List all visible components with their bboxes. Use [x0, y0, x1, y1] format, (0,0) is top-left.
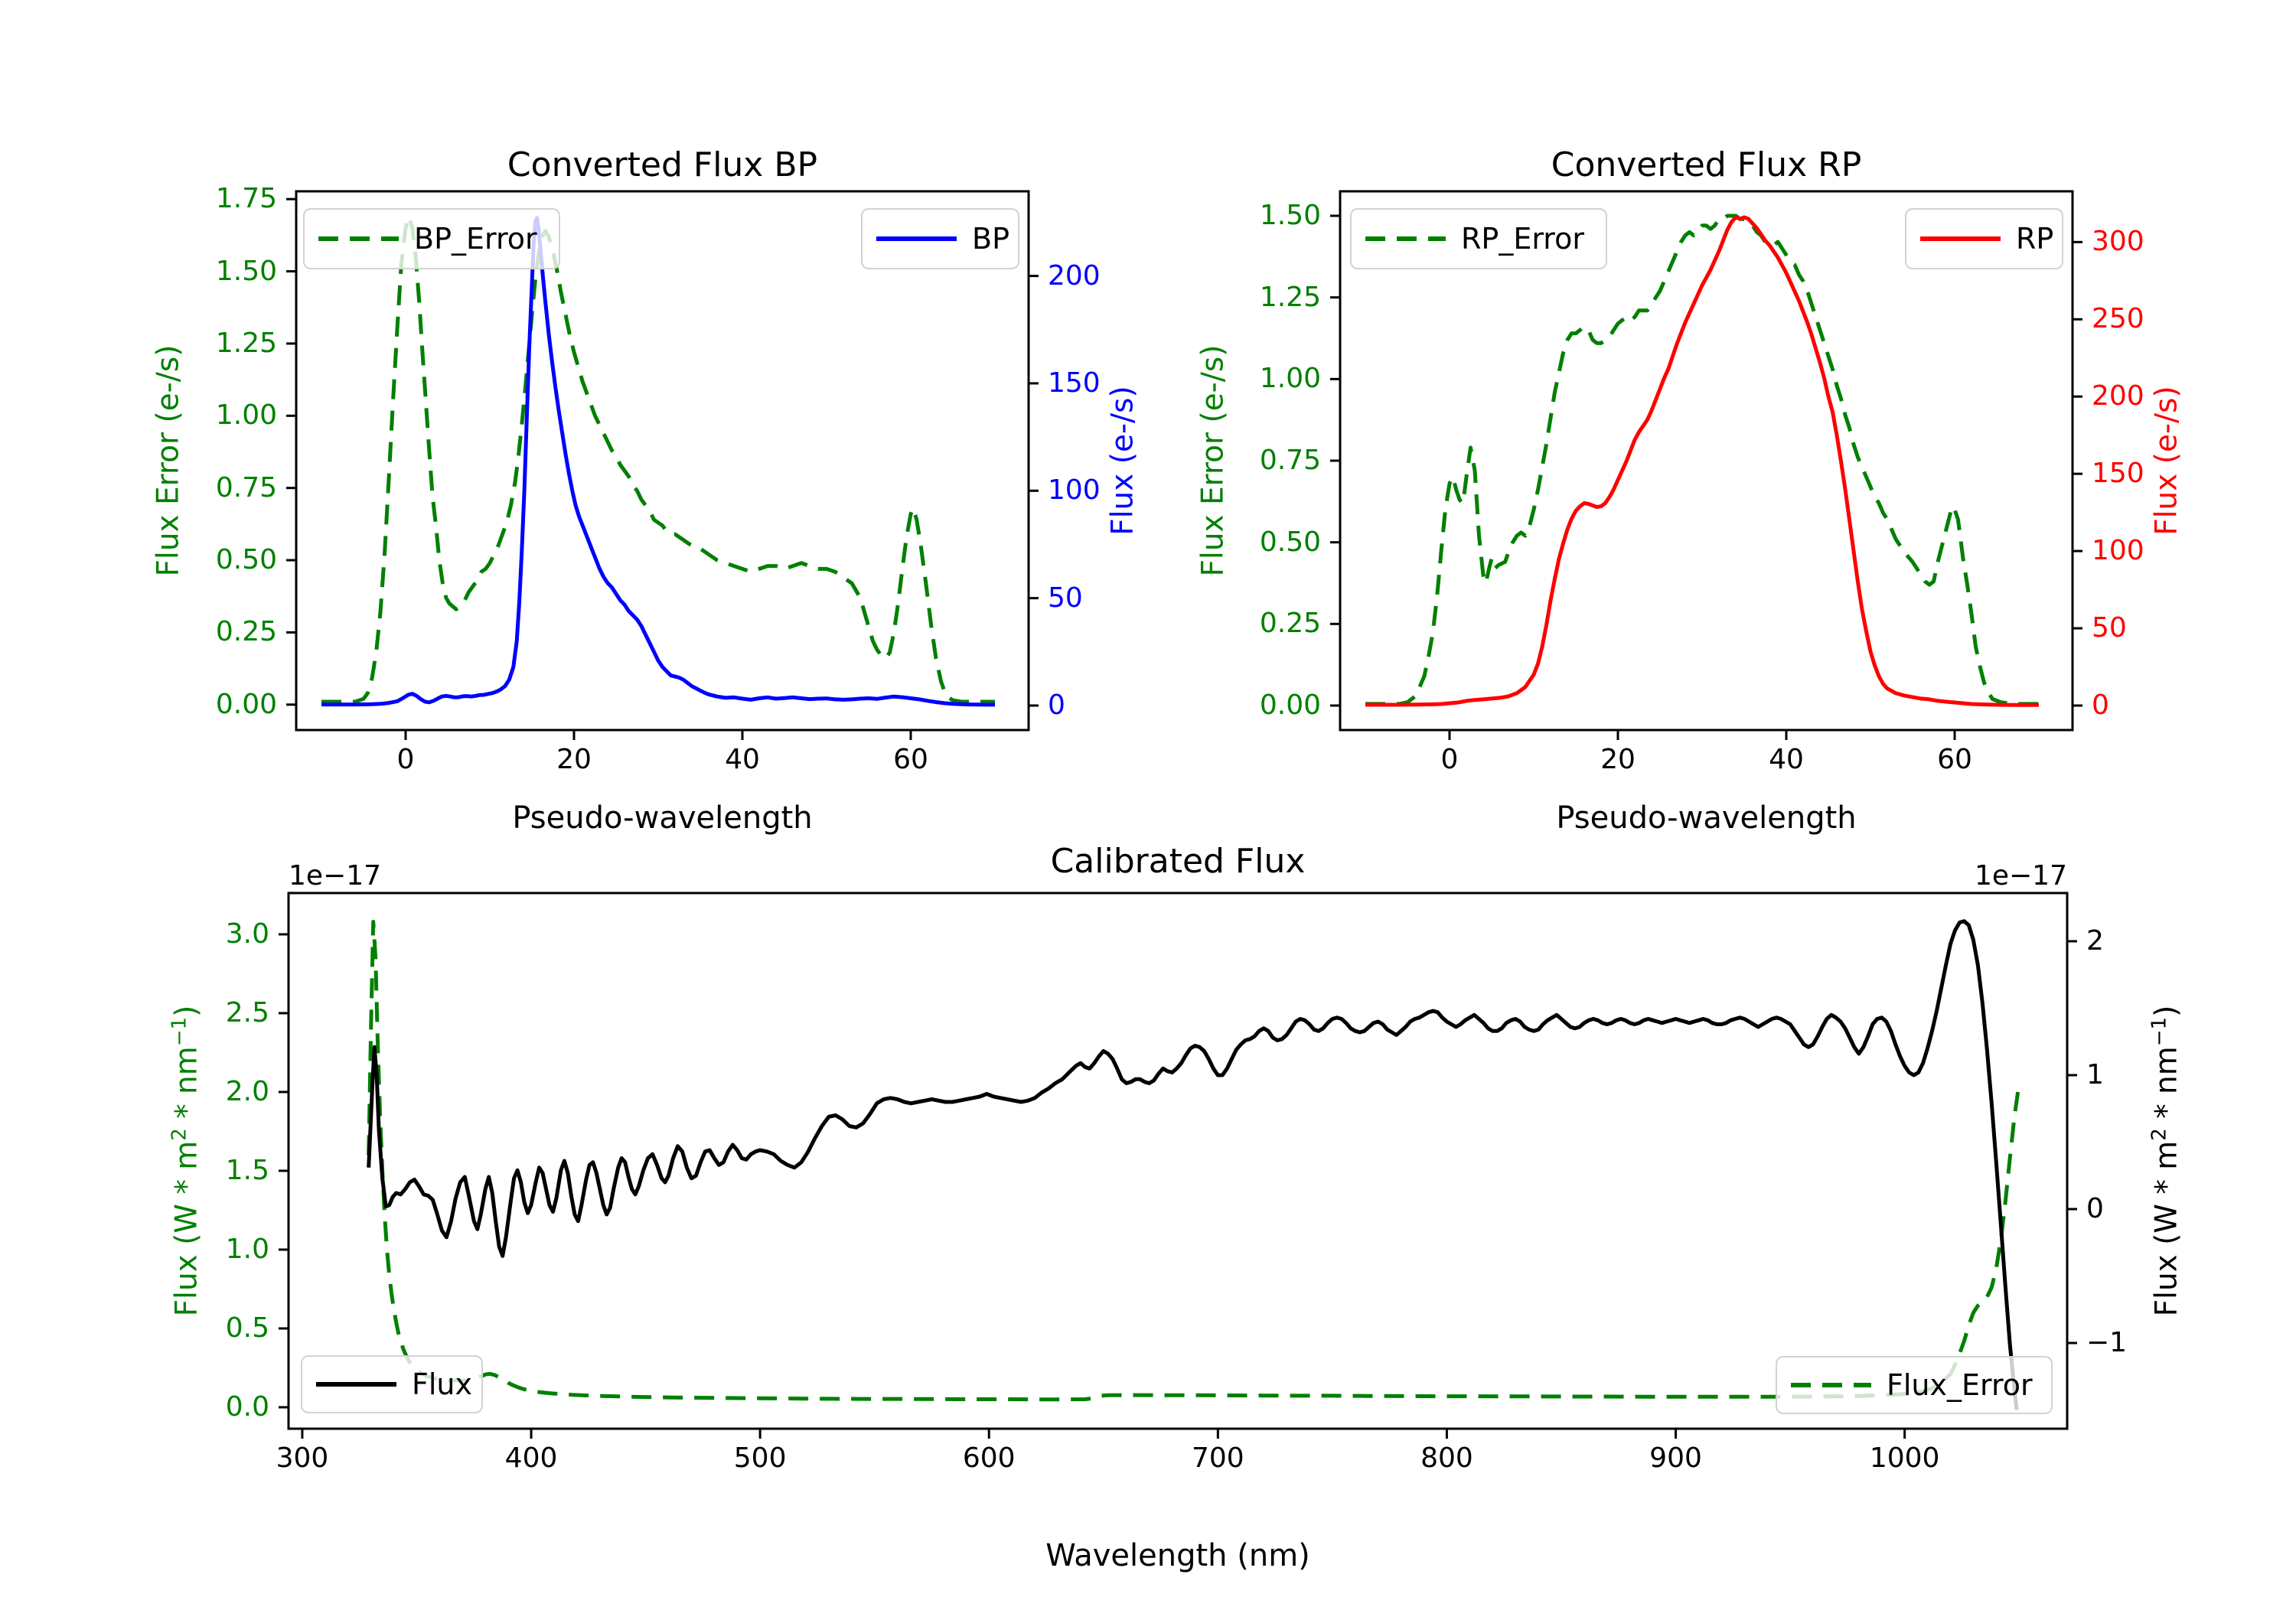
series-Flux	[367, 919, 2019, 1410]
y-axis-label-rp-right: Flux (e-/s)	[2149, 386, 2184, 536]
legend-sample-dashed-line	[318, 236, 399, 241]
x-axis-label-cal: Wavelength (nm)	[1045, 1538, 1310, 1573]
x-axis-label-rp: Pseudo-wavelength	[1556, 800, 1857, 836]
legend-label: Flux_Error	[1887, 1368, 2033, 1402]
series-BP_Error	[321, 214, 995, 704]
axes-frame-cal	[287, 892, 2069, 1430]
tick-label: 1.5	[225, 1154, 269, 1186]
tick-label: 0	[396, 744, 415, 775]
tick-label: 50	[1048, 582, 1083, 614]
legend-flux: Flux	[301, 1355, 483, 1413]
tick-label: 0.50	[1259, 526, 1321, 558]
series-RP	[1365, 215, 2039, 707]
tick-label: 40	[1769, 744, 1804, 775]
tick-label: 100	[2092, 535, 2144, 567]
tick-label: 0.75	[215, 471, 277, 504]
tick-label: 1.25	[1259, 281, 1321, 313]
tick-label: 1000	[1869, 1442, 1940, 1474]
tick-label: 150	[1048, 367, 1101, 399]
tick-label: 300	[2092, 226, 2144, 258]
y-axis-label-bp-right: Flux (e-/s)	[1105, 386, 1140, 536]
tick-label: 2	[2086, 925, 2104, 957]
legend-label: RP_Error	[1461, 222, 1584, 256]
tick-label: 2.0	[225, 1075, 269, 1107]
tick-label: 0.50	[215, 544, 277, 576]
tick-label: 0	[1048, 689, 1065, 721]
tick-label: 600	[962, 1442, 1016, 1474]
tick-label: 1.75	[215, 183, 277, 215]
tick-label: 60	[1937, 744, 1972, 775]
tick-label: 1.00	[215, 399, 277, 432]
tick-label: 0.75	[1259, 445, 1321, 476]
axis-offset-text-right: 1e−17	[1974, 860, 2067, 892]
legend-bp-error: BP_Error	[303, 208, 560, 269]
tick-label: 0	[2086, 1193, 2104, 1224]
axes-frame-rp	[1339, 190, 2074, 732]
tick-label: 20	[556, 744, 592, 775]
legend-sample-dashed-line	[1365, 236, 1446, 241]
legend-label: BP	[972, 222, 1009, 256]
tick-label: 1.25	[215, 327, 277, 359]
tick-label: 0.25	[1259, 608, 1321, 640]
tick-label: 700	[1191, 1442, 1244, 1474]
tick-label: 0	[2092, 689, 2109, 721]
legend-sample-solid-line	[876, 236, 957, 241]
tick-label: 200	[1048, 259, 1101, 292]
legend-bp: BP	[861, 208, 1019, 269]
legend-sample-solid-line	[1920, 236, 2001, 241]
tick-label: 250	[2092, 303, 2144, 335]
tick-label: 0.5	[225, 1312, 269, 1344]
panel-title-cal: Calibrated Flux	[1050, 842, 1306, 881]
axes-frame-bp	[295, 190, 1030, 732]
tick-label: 100	[1048, 474, 1101, 507]
tick-label: 1.50	[215, 255, 277, 287]
tick-label: 1.0	[225, 1233, 269, 1265]
series-Flux_Error	[367, 920, 2020, 1402]
tick-label: 200	[2092, 380, 2144, 412]
tick-label: 0.25	[215, 616, 277, 648]
tick-label: 400	[504, 1442, 558, 1474]
tick-label: −1	[2086, 1327, 2128, 1358]
legend-label: RP	[2016, 222, 2054, 256]
axis-offset-text-left: 1e−17	[289, 860, 382, 892]
legend-sample-solid-line	[316, 1382, 396, 1387]
x-axis-label-bp: Pseudo-wavelength	[512, 800, 813, 836]
tick-label: 500	[733, 1442, 787, 1474]
legend-label: Flux	[412, 1367, 472, 1401]
tick-label: 0	[1440, 744, 1459, 775]
legend-rp: RP	[1905, 208, 2063, 269]
tick-label: 20	[1600, 744, 1636, 775]
panel-title-rp: Converted Flux RP	[1551, 145, 1862, 184]
tick-label: 2.5	[225, 996, 269, 1028]
legend-label: BP_Error	[414, 222, 537, 256]
series-BP	[321, 216, 995, 707]
legend-sample-dashed-line	[1791, 1383, 1871, 1387]
tick-label: 3.0	[225, 918, 269, 950]
y-axis-label-bp-left: Flux Error (e-/s)	[151, 344, 186, 577]
tick-label: 40	[725, 744, 760, 775]
tick-label: 50	[2092, 612, 2127, 644]
y-axis-label-cal-left: Flux (W * m2 * nm−1)	[168, 1005, 204, 1317]
panel-title-bp: Converted Flux BP	[507, 145, 818, 184]
tick-label: 150	[2092, 458, 2144, 490]
tick-label: 0.0	[225, 1390, 269, 1423]
tick-label: 300	[276, 1442, 329, 1474]
y-axis-label-cal-right: Flux (W * m2 * nm−1)	[2148, 1005, 2184, 1317]
tick-label: 0.00	[1259, 689, 1321, 721]
legend-rp-error: RP_Error	[1350, 208, 1607, 269]
tick-label: 1.00	[1259, 363, 1321, 395]
tick-label: 1	[2086, 1059, 2104, 1090]
series-RP_Error	[1365, 214, 2039, 706]
legend-flux-error: Flux_Error	[1776, 1356, 2053, 1414]
tick-label: 800	[1420, 1442, 1473, 1474]
tick-label: 900	[1649, 1442, 1702, 1474]
tick-label: 60	[893, 744, 928, 775]
tick-label: 0.00	[215, 688, 277, 720]
tick-label: 1.50	[1259, 200, 1321, 231]
y-axis-label-rp-left: Flux Error (e-/s)	[1195, 344, 1231, 577]
